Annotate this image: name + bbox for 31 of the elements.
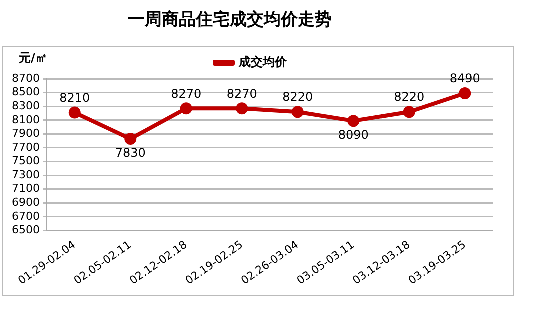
point — [68, 106, 81, 119]
data-label: 8210 — [60, 90, 90, 105]
legend-label: 成交均价 — [238, 55, 288, 70]
data-label: 8220 — [282, 90, 314, 104]
point — [348, 115, 360, 128]
data-label: 8090 — [338, 128, 369, 142]
point — [180, 102, 192, 115]
point — [403, 106, 416, 118]
point — [124, 133, 137, 146]
y-tick-label: 7100 — [12, 182, 40, 196]
point — [292, 106, 304, 118]
data-label: 8220 — [394, 90, 425, 104]
point — [236, 102, 248, 115]
y-tick-label: 7900 — [12, 127, 40, 140]
data-label: 8270 — [226, 86, 258, 101]
chart-title: 一周商品住宅成交均价走势 — [127, 9, 333, 31]
y-tick-label: 6900 — [12, 196, 40, 210]
y-axis-title: 元/㎡ — [18, 51, 48, 66]
y-tick-label: 7500 — [12, 154, 40, 168]
data-label: 7830 — [115, 146, 146, 160]
y-tick-label: 6500 — [12, 224, 40, 237]
data-label: 8270 — [171, 86, 202, 101]
y-tick-label: 7300 — [12, 168, 40, 182]
y-tick-label: 8100 — [12, 113, 40, 126]
y-tick-label: 8500 — [12, 86, 40, 99]
y-tick-label: 8300 — [12, 99, 40, 112]
y-tick-label: 8700 — [12, 72, 40, 85]
y-tick-label: 6700 — [12, 210, 40, 223]
data-label: 8490 — [450, 72, 480, 86]
y-tick-label: 7700 — [12, 140, 40, 154]
point — [459, 87, 472, 100]
